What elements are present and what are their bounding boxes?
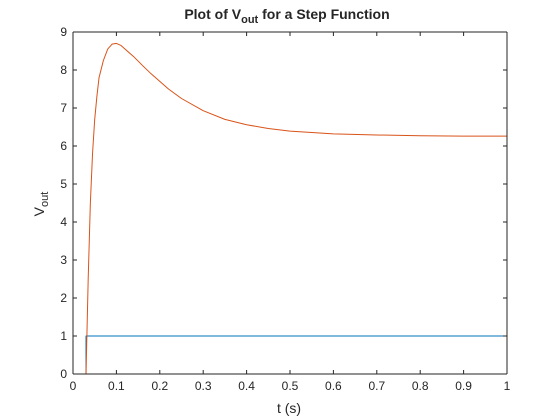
y-tick-label: 9 bbox=[60, 25, 67, 39]
y-tick-label: 2 bbox=[60, 291, 67, 305]
y-tick-label: 4 bbox=[60, 215, 67, 229]
chart-title-suffix: for a Step Function bbox=[258, 6, 389, 22]
y-tick-label: 3 bbox=[60, 253, 67, 267]
x-axis-label: t (s) bbox=[277, 400, 301, 416]
y-tick-label: 7 bbox=[60, 101, 67, 115]
plot-area bbox=[73, 32, 507, 374]
series-line-2 bbox=[73, 42, 507, 375]
y-axis-label-subscript: out bbox=[39, 192, 51, 207]
x-tick-label: 1 bbox=[504, 379, 511, 393]
x-tick-label: 0 bbox=[70, 379, 77, 393]
x-tick-label: 0.6 bbox=[325, 379, 342, 393]
y-axis-label-main: V bbox=[31, 206, 47, 216]
x-tick-label: 0.3 bbox=[195, 379, 212, 393]
x-tick-label: 0.7 bbox=[368, 379, 385, 393]
y-axis-label: Vout bbox=[31, 192, 51, 217]
x-tick-label: 0.4 bbox=[238, 379, 255, 393]
y-tick-label: 1 bbox=[60, 329, 67, 343]
x-tick-label: 0.2 bbox=[151, 379, 168, 393]
x-tick-label: 0.5 bbox=[282, 379, 299, 393]
x-tick-label: 0.8 bbox=[412, 379, 429, 393]
y-tick-label: 8 bbox=[60, 63, 67, 77]
y-tick-label: 5 bbox=[60, 177, 67, 191]
chart-title: Plot of Vout for a Step Function bbox=[184, 6, 389, 26]
x-tick-label: 0.9 bbox=[455, 379, 472, 393]
chart-title-subscript: out bbox=[241, 14, 258, 26]
x-tick-label: 0.1 bbox=[108, 379, 125, 393]
chart-title-prefix: Plot of V bbox=[184, 6, 241, 22]
y-axis-ticks: 0 1 2 3 4 5 6 7 8 9 bbox=[60, 25, 507, 381]
y-tick-label: 6 bbox=[60, 139, 67, 153]
y-tick-label: 0 bbox=[60, 367, 67, 381]
x-axis-ticks: 0 0.1 0.2 0.3 0.4 0.5 0.6 0.7 0.8 0.9 1 bbox=[70, 32, 511, 393]
